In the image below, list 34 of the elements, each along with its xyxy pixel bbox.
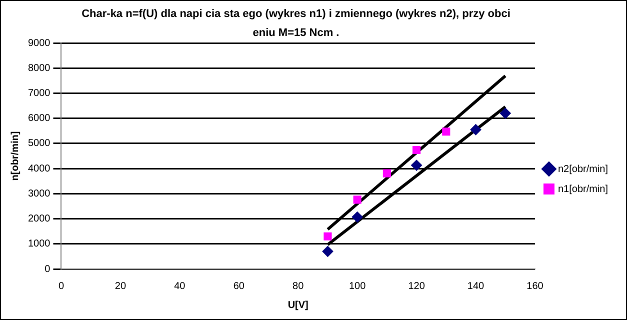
chart-title: Char-ka n=f(U) dla napi cia sta ego (wykres n1) i zmiennego (wykres n2), przy obci eniu M=15 Ncm .: [80, 7, 512, 41]
point: [412, 146, 421, 154]
y-tick-label: 7000: [28, 88, 51, 99]
y-tick-label: 4000: [28, 163, 51, 174]
point: [352, 212, 363, 223]
x-tick-label: 60: [233, 280, 245, 292]
x-axis-title: U[V]: [288, 300, 308, 311]
x-tick-label: 120: [408, 280, 426, 292]
y-axis-title: n[obr/min]: [10, 131, 21, 181]
y-tick-label: 3000: [28, 188, 51, 200]
point: [324, 232, 332, 240]
y-tick-label: 8000: [28, 62, 51, 74]
y-tick-label: 2000: [28, 214, 51, 225]
y-tick-label: 6000: [28, 113, 51, 124]
point: [382, 169, 391, 178]
x-tick-label: 40: [174, 280, 186, 292]
y-tick-label: 5000: [28, 138, 51, 150]
point: [322, 246, 334, 257]
x-tick-label: 0: [58, 280, 64, 292]
point: [470, 124, 482, 136]
y-tick-label: 9000: [28, 38, 51, 49]
point: [411, 160, 422, 171]
x-tick-label: 20: [114, 280, 126, 292]
y-tick-label: 1000: [28, 238, 51, 250]
y-tick-label: 0: [44, 264, 51, 275]
x-tick-label: 80: [292, 280, 304, 292]
x-tick-label: 140: [467, 280, 485, 292]
legend-label: n1[obr/min]: [558, 184, 608, 195]
legend-label: n2[obr/min]: [558, 164, 608, 175]
point: [500, 108, 511, 119]
x-tick-label: 160: [526, 280, 544, 292]
point: [442, 128, 450, 136]
point: [353, 196, 362, 204]
x-tick-label: 100: [348, 280, 366, 292]
